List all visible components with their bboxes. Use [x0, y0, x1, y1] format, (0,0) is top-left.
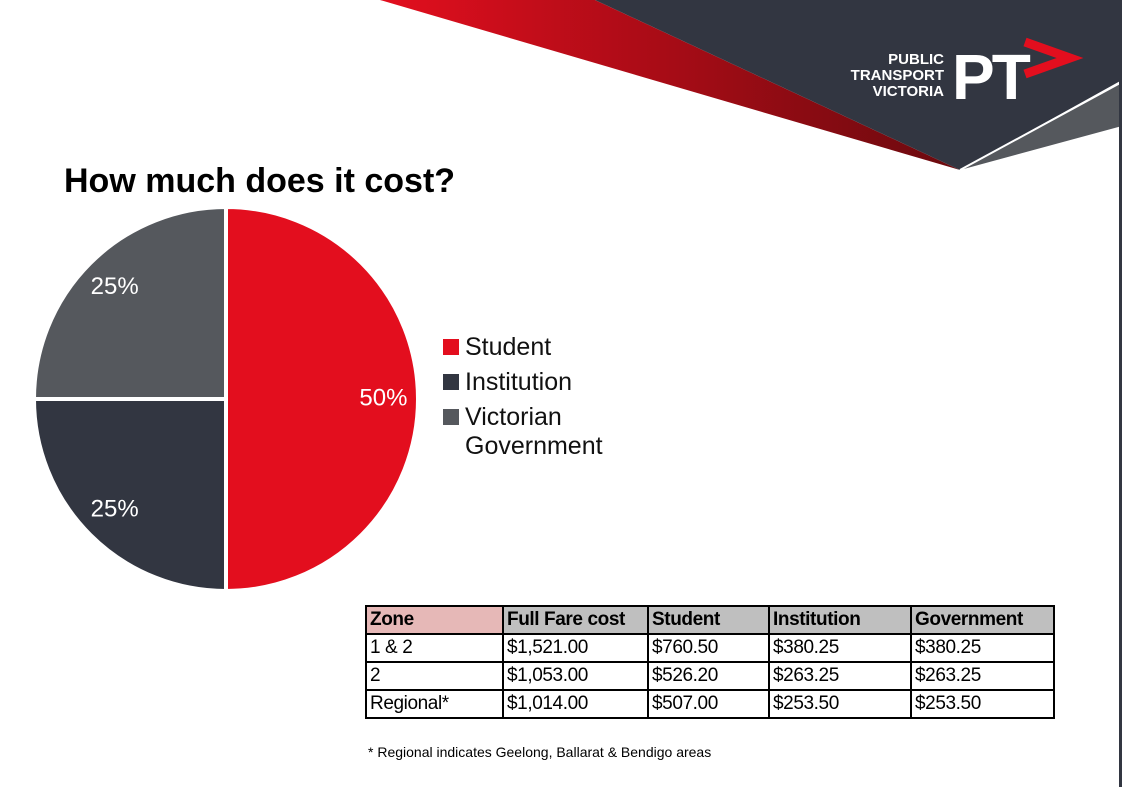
header-cell: Zone	[365, 605, 504, 635]
table-cell: $263.25	[910, 661, 1055, 691]
logo-line: VICTORIA	[872, 83, 944, 100]
table-cell: $380.25	[910, 633, 1055, 663]
legend: Student Institution Victorian Government	[443, 333, 635, 467]
legend-label: Victorian Government	[465, 403, 603, 460]
right-edge	[1119, 0, 1122, 787]
header-cell: Student	[647, 605, 770, 635]
legend-label: Student	[465, 333, 552, 361]
pie-slice	[224, 204, 420, 594]
header-cell: Government	[910, 605, 1055, 635]
fare-table: Zone Full Fare cost Student Institution Gove…	[365, 605, 1055, 719]
logo-line: PUBLIC	[888, 51, 944, 68]
table-cell: $380.25	[768, 633, 912, 663]
header-row: Zone Full Fare cost Student Institution Gove…	[365, 605, 1055, 635]
legend-item: Student	[443, 333, 635, 362]
pie: 50% 25% 25%	[31, 204, 420, 594]
table-cell: $253.50	[768, 689, 912, 719]
table-cell: 1 & 2	[365, 633, 504, 663]
table-cell: $1,014.00	[502, 689, 649, 719]
logo-mark: PT	[952, 41, 1031, 113]
legend-item: Institution	[443, 368, 635, 397]
slice-label: 25%	[91, 273, 139, 300]
pie-slice	[31, 204, 228, 401]
table-cell: $507.00	[647, 689, 770, 719]
table-cell: $526.20	[647, 661, 770, 691]
logo-line: TRANSPORT	[850, 67, 944, 84]
table-row: 1 & 2 $1,521.00 $760.50 $380.25 $380.25	[365, 633, 1055, 663]
header-cell: Institution	[768, 605, 912, 635]
table-cell: $253.50	[910, 689, 1055, 719]
footnote: * Regional indicates Geelong, Ballarat &…	[368, 744, 712, 760]
table-cell: $1,521.00	[502, 633, 649, 663]
slice-label: 50%	[359, 384, 407, 411]
table-cell: $263.25	[768, 661, 912, 691]
legend-swatch	[443, 339, 459, 355]
header-divider	[959, 81, 1122, 171]
slice-label: 25%	[91, 496, 139, 523]
legend-label: Institution	[465, 368, 573, 396]
legend-item: Victorian Government	[443, 403, 635, 461]
header-red-band	[380, 0, 960, 170]
table-cell: Regional*	[365, 689, 504, 719]
table-row: 2 $1,053.00 $526.20 $263.25 $263.25	[365, 661, 1055, 691]
table-row: Regional* $1,014.00 $507.00 $253.50 $253.50	[365, 689, 1055, 719]
chart-title: How much does it cost?	[64, 162, 456, 200]
header-dark-band	[595, 0, 1122, 170]
header-cell: Full Fare cost	[502, 605, 649, 635]
logo-arrow	[1023, 37, 1084, 79]
legend-swatch	[443, 409, 459, 425]
legend-swatch	[443, 374, 459, 390]
logo-text: PUBLIC TRANSPORT VICTORIA	[830, 52, 944, 100]
table-cell: $760.50	[647, 633, 770, 663]
table-cell: $1,053.00	[502, 661, 649, 691]
pie-slice	[31, 397, 228, 594]
table-cell: 2	[365, 661, 504, 691]
